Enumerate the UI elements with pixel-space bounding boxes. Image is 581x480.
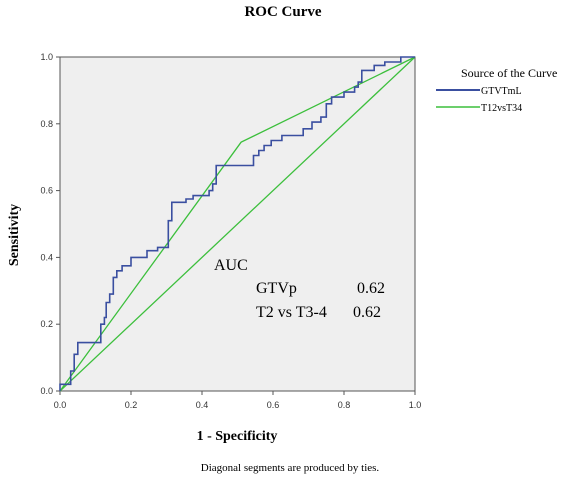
- legend-title: Source of the Curve: [461, 66, 557, 80]
- auc-row-value-t2vst34: 0.62: [353, 304, 381, 321]
- series-line-t12vst34: [59, 56, 416, 392]
- x-tick-label: 0.2: [125, 400, 138, 410]
- y-tick-label: 0.8: [40, 119, 53, 129]
- legend-label-gtvtml: GTVTmL: [481, 86, 522, 97]
- y-tick-label: 0.6: [40, 186, 53, 196]
- legend: Source of the Curve GTVTmL T12vsT34: [436, 66, 557, 114]
- series-line-gtvtml: [59, 56, 415, 391]
- y-tick-label: 0.2: [40, 319, 53, 329]
- x-axis-label: 1 - Specificity: [197, 429, 278, 444]
- legend-label-t12vst34: T12vsT34: [481, 103, 522, 114]
- auc-annotation: AUC GTVp 0.62 T2 vs T3-4 0.62: [214, 257, 385, 321]
- x-tick-label: 0.8: [338, 400, 351, 410]
- series-layer: [59, 56, 416, 392]
- auc-heading: AUC: [214, 257, 248, 274]
- x-tick-label: 1.0: [409, 400, 422, 410]
- y-tick-label: 0.0: [40, 386, 53, 396]
- auc-row-value-gtvp: 0.62: [357, 280, 385, 297]
- footnote: Diagonal segments are produced by ties.: [201, 462, 380, 474]
- x-tick-label: 0.6: [267, 400, 280, 410]
- x-tick-label: 0.4: [196, 400, 209, 410]
- y-axis-label: Sensitivity: [7, 204, 22, 266]
- auc-row-label-gtvp: GTVp: [256, 280, 297, 297]
- reference-diagonal-line: [59, 56, 416, 392]
- x-tick-label: 0.0: [54, 400, 67, 410]
- auc-row-label-t2vst34: T2 vs T3-4: [256, 304, 327, 321]
- chart-title: ROC Curve: [244, 4, 321, 20]
- axis-ticks: 0.0 0.2 0.4 0.6 0.8 1.0 0.0 0.2 0.4 0.6 0.8 1.0: [40, 52, 421, 410]
- y-tick-label: 1.0: [40, 52, 53, 62]
- y-tick-label: 0.4: [40, 252, 53, 262]
